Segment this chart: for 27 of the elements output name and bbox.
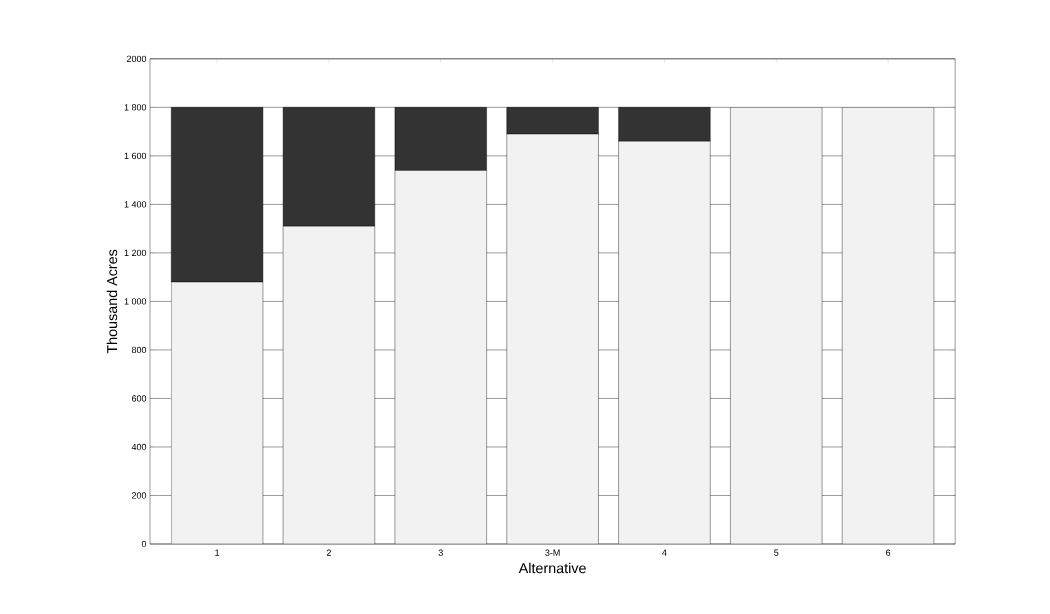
y-tick-label: 1 400 (124, 201, 147, 208)
y-tick-label: 400 (131, 443, 147, 451)
x-tick-label: 3 (438, 549, 443, 556)
bar (618, 141, 711, 544)
bar (171, 281, 264, 544)
x-tick-label: 2 (326, 549, 331, 556)
y-tick-label: 600 (131, 395, 147, 402)
bar (282, 226, 375, 544)
y-tick-label: 1 000 (124, 298, 147, 305)
x-tick-label: 4 (662, 549, 667, 556)
x-tick-label: 3-M (545, 549, 560, 556)
y-tick-label: 1 200 (124, 249, 147, 257)
y-tick-label: 800 (131, 346, 147, 354)
y-tick-label: 2000 (126, 55, 147, 62)
bar (394, 170, 487, 544)
x-tick-label: 5 (774, 549, 779, 556)
bar (506, 133, 599, 544)
y-tick-label: 1 600 (124, 152, 147, 160)
x-tick-label: 6 (886, 549, 891, 556)
y-tick-label: 1 800 (124, 104, 147, 111)
y-tick-label: 0 (141, 540, 147, 548)
bar (730, 107, 823, 544)
x-axis-title: Alternative (518, 562, 586, 574)
x-tick-label: 1 (215, 549, 220, 556)
bar (842, 107, 935, 544)
y-axis-title: Thousand Acres (106, 249, 118, 354)
y-tick-label: 200 (131, 492, 147, 499)
